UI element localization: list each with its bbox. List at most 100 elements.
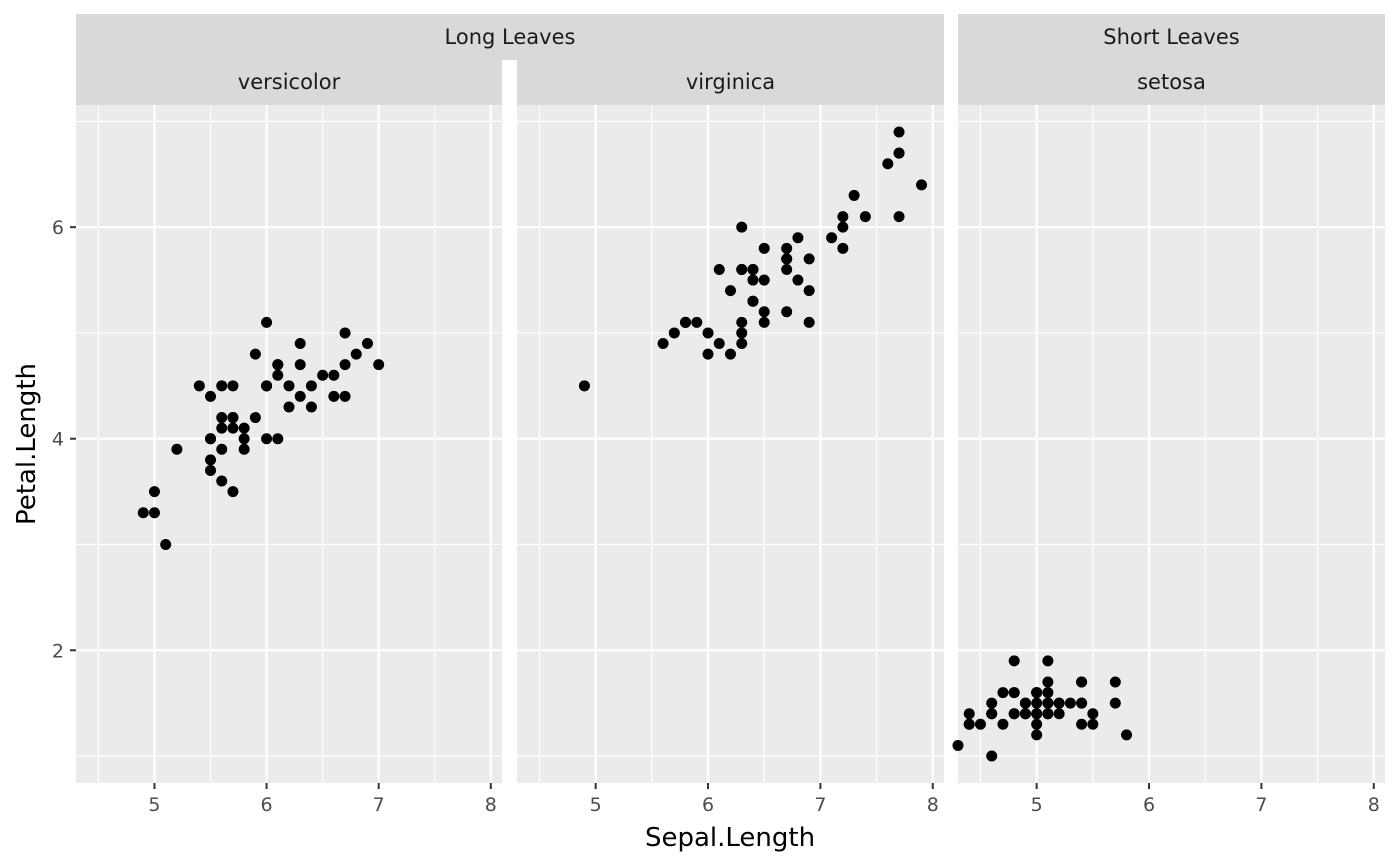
- data-point-versicolor: [238, 433, 250, 445]
- data-point-versicolor: [350, 348, 362, 360]
- data-point-virginica: [781, 263, 793, 275]
- data-point-versicolor: [148, 507, 160, 519]
- x-tick-label: 6: [702, 794, 714, 816]
- data-point-virginica: [691, 316, 703, 328]
- data-point-versicolor: [205, 390, 217, 402]
- data-point-versicolor: [283, 401, 295, 413]
- data-point-setosa: [986, 708, 998, 720]
- data-point-versicolor: [205, 464, 217, 476]
- data-point-virginica: [736, 338, 748, 350]
- data-point-setosa: [1019, 708, 1031, 720]
- data-point-virginica: [859, 211, 871, 223]
- data-point-virginica: [713, 338, 725, 350]
- data-point-versicolor: [249, 412, 261, 424]
- data-point-setosa: [1008, 708, 1020, 720]
- data-point-versicolor: [261, 380, 273, 392]
- data-point-virginica: [848, 189, 860, 201]
- data-point-virginica: [668, 327, 680, 339]
- data-point-versicolor: [305, 380, 317, 392]
- data-point-versicolor: [261, 433, 273, 445]
- data-point-virginica: [882, 158, 894, 170]
- y-tick-label: 2: [52, 640, 64, 662]
- data-point-setosa: [1031, 729, 1043, 741]
- data-point-setosa: [1064, 697, 1076, 709]
- data-point-versicolor: [339, 390, 351, 402]
- data-point-virginica: [837, 221, 849, 233]
- data-point-versicolor: [171, 443, 183, 455]
- data-point-versicolor: [193, 380, 205, 392]
- data-point-virginica: [803, 253, 815, 265]
- x-tick-label: 7: [373, 794, 385, 816]
- x-tick-label: 6: [261, 794, 273, 816]
- data-point-virginica: [758, 316, 770, 328]
- data-point-virginica: [826, 232, 838, 244]
- data-point-setosa: [1087, 708, 1099, 720]
- x-tick-label: 5: [1031, 794, 1043, 816]
- data-point-versicolor: [317, 369, 329, 381]
- data-point-virginica: [792, 274, 804, 286]
- data-point-versicolor: [148, 486, 160, 498]
- data-point-versicolor: [339, 327, 351, 339]
- panel-strip-label: virginica: [686, 70, 775, 94]
- data-point-virginica: [837, 211, 849, 223]
- panel-background-1: [517, 105, 944, 783]
- data-point-virginica: [781, 242, 793, 254]
- data-point-versicolor: [283, 380, 295, 392]
- panel-strip-label: setosa: [1137, 70, 1206, 94]
- data-point-setosa: [1008, 687, 1020, 699]
- data-point-setosa: [1019, 697, 1031, 709]
- panel-strip-0: [76, 60, 502, 105]
- group-strip-label: Short Leaves: [1103, 25, 1239, 49]
- x-tick-label: 5: [590, 794, 602, 816]
- data-point-virginica: [893, 211, 905, 223]
- data-point-versicolor: [205, 454, 217, 466]
- panel-strip-2: [958, 60, 1385, 105]
- data-point-setosa: [1053, 697, 1065, 709]
- data-point-setosa: [963, 708, 975, 720]
- data-point-versicolor: [328, 369, 340, 381]
- x-tick-label: 8: [927, 794, 939, 816]
- data-point-virginica: [837, 242, 849, 254]
- data-point-virginica: [747, 263, 759, 275]
- data-point-versicolor: [272, 359, 284, 371]
- data-point-versicolor: [328, 390, 340, 402]
- data-point-virginica: [736, 316, 748, 328]
- data-point-setosa: [1109, 676, 1121, 688]
- data-point-setosa: [963, 718, 975, 730]
- data-point-versicolor: [249, 348, 261, 360]
- data-point-versicolor: [272, 369, 284, 381]
- data-point-setosa: [974, 718, 986, 730]
- data-point-setosa: [1042, 655, 1054, 667]
- data-point-setosa: [1042, 687, 1054, 699]
- data-point-virginica: [758, 242, 770, 254]
- x-tick-label: 7: [1255, 794, 1267, 816]
- data-point-versicolor: [339, 359, 351, 371]
- data-point-versicolor: [261, 316, 273, 328]
- data-point-versicolor: [305, 401, 317, 413]
- data-point-versicolor: [205, 433, 217, 445]
- panel-background-2: [958, 105, 1385, 783]
- data-point-setosa: [1076, 718, 1088, 730]
- group-strip-0: [76, 14, 944, 60]
- x-tick-label: 7: [814, 794, 826, 816]
- data-point-versicolor: [227, 422, 239, 434]
- data-point-virginica: [758, 274, 770, 286]
- data-point-versicolor: [216, 475, 228, 487]
- data-point-virginica: [725, 348, 736, 360]
- data-point-setosa: [1076, 697, 1088, 709]
- data-point-setosa: [1042, 708, 1054, 720]
- data-point-virginica: [713, 263, 725, 275]
- data-point-versicolor: [294, 359, 306, 371]
- x-axis-title: Sepal.Length: [645, 823, 815, 853]
- data-point-setosa: [1109, 697, 1121, 709]
- data-point-virginica: [680, 316, 692, 328]
- data-point-versicolor: [272, 433, 284, 445]
- data-point-versicolor: [294, 390, 306, 402]
- data-point-virginica: [893, 147, 905, 159]
- x-tick-label: 8: [485, 794, 497, 816]
- data-point-setosa: [986, 697, 998, 709]
- data-point-virginica: [736, 221, 748, 233]
- data-point-setosa: [1031, 697, 1043, 709]
- y-tick-label: 6: [52, 217, 64, 239]
